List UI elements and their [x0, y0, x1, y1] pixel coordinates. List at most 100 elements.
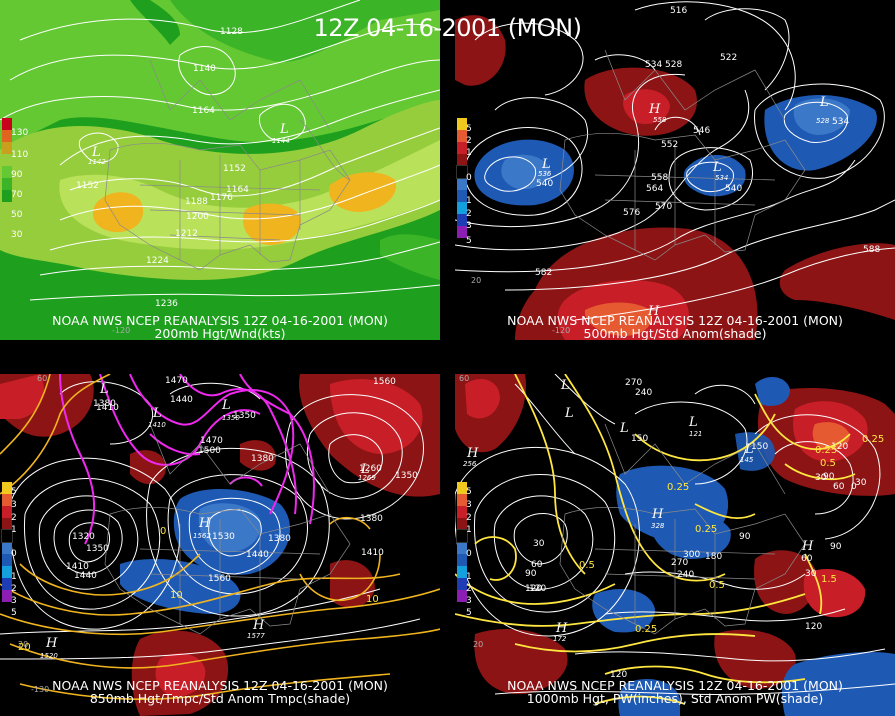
low-center-symbol: L — [689, 415, 698, 430]
legend-swatch — [456, 529, 468, 543]
legend-label: 5 — [11, 608, 17, 618]
contour-label: 60 — [833, 482, 845, 492]
contour-label: 540 — [725, 184, 743, 194]
contour-label: 1200 — [186, 212, 209, 222]
contour-label: 1152 — [223, 164, 246, 174]
panel-caption-field: 500mb Hgt/Std Anom(shade) — [583, 326, 767, 341]
isotherm-label: 10 — [366, 594, 379, 605]
contour-label: 1560 — [208, 574, 231, 584]
contour-label: 90 — [823, 472, 835, 482]
legend-swatch — [457, 118, 467, 130]
map-500mb — [455, 0, 895, 340]
legend-swatch — [2, 154, 12, 166]
contour-label: 90 — [739, 532, 751, 542]
high-center-symbol: H — [253, 618, 265, 633]
contour-label: 1188 — [185, 197, 208, 207]
legend-swatch — [457, 130, 467, 142]
contour-label: 270 — [671, 558, 689, 568]
legend-swatch — [457, 506, 467, 518]
contour-label: 1440 — [170, 395, 193, 405]
contour-label: 1470 — [200, 436, 223, 446]
legend-label: 1 — [11, 572, 17, 582]
contour-label: 1530 — [212, 532, 235, 542]
legend-swatch — [456, 165, 468, 179]
low-center-value: 145 — [740, 456, 754, 464]
contour-label: 150 — [631, 434, 649, 444]
legend-swatch — [2, 190, 12, 202]
contour-label: 1440 — [74, 571, 97, 581]
low-center-symbol: L — [620, 421, 629, 436]
legend-label: 2 — [11, 513, 17, 523]
high-center-symbol: H — [556, 621, 568, 636]
latitude-label: 60 — [459, 374, 470, 383]
high-center-symbol: H — [648, 304, 660, 319]
panel-1000mb-height-pw: 5 3 2 1 0 1 2 3 5 L L L L 121 H 328 H 25… — [455, 374, 895, 716]
contour-label: 570 — [655, 202, 673, 212]
pw-contour-label: 0.25 — [695, 524, 718, 535]
pw-contour-label: 0.25 — [635, 624, 658, 635]
legend-swatch — [457, 154, 467, 166]
contour-label: 558 — [651, 173, 669, 183]
legend-label: 5 — [466, 608, 472, 618]
latitude-label: 60 — [37, 374, 48, 383]
pw-contour-label: 0.25 — [862, 434, 885, 445]
high-center-symbol: H — [652, 507, 664, 522]
panel-200mb-height-wind: 130 110 90 70 50 30 L 1142 L 1144 1128 1… — [0, 0, 440, 340]
contour-label: 1410 — [96, 403, 119, 413]
low-center-symbol: L — [565, 406, 574, 421]
contour-label: 1440 — [246, 550, 269, 560]
legend-swatch — [457, 590, 467, 602]
legend-label: 2 — [466, 513, 472, 523]
contour-label: 576 — [623, 208, 641, 218]
low-center-symbol: L — [222, 398, 231, 413]
panel-500mb-height-anomaly: 5 2 1 0 1 2 3 5 H 558 L 536 L 534 L 528 … — [455, 0, 895, 340]
figure-title: 12Z 04-16-2001 (MON) — [313, 14, 583, 42]
low-center-value: 121 — [689, 430, 703, 438]
legend-label: 3 — [11, 596, 17, 606]
low-center-symbol: L — [820, 95, 829, 110]
legend-swatch — [2, 118, 12, 130]
contour-label: 30 — [815, 473, 827, 483]
legend-label: 5 — [11, 487, 17, 497]
low-center-value: 534 — [715, 174, 729, 182]
contour-label: 1500 — [198, 446, 221, 456]
contour-label: 120 — [529, 584, 547, 594]
legend-label: 1 — [11, 525, 17, 535]
contour-label: 552 — [661, 140, 679, 150]
contour-label: 528 — [665, 60, 683, 70]
pw-contour-label: 0.5 — [820, 458, 836, 469]
contour-label: 1128 — [220, 27, 243, 37]
legend-label: 5 — [466, 487, 472, 497]
legend-label: 2 — [11, 584, 17, 594]
legend-label: 1 — [466, 196, 472, 206]
legend-swatch — [2, 566, 12, 578]
contour-label: 1470 — [165, 376, 188, 386]
contour-label: 60 — [531, 560, 543, 570]
low-center-value: 1410 — [148, 421, 166, 429]
legend-label: 70 — [11, 190, 23, 200]
legend-label: 0 — [466, 549, 472, 559]
legend-swatch — [457, 566, 467, 578]
legend-swatch — [2, 130, 12, 142]
isotherm-label: 20 — [18, 642, 31, 653]
legend-swatch — [457, 542, 467, 554]
low-center-value: 1269 — [358, 474, 376, 482]
map-850mb — [0, 374, 440, 716]
legend-swatch — [2, 142, 12, 154]
panel-caption-source: NOAA NWS NCEP REANALYSIS 12Z 04-16-2001 … — [52, 678, 388, 693]
legend-label: 3 — [466, 221, 472, 231]
contour-label: 1212 — [175, 229, 198, 239]
isotherm-label: 0 — [160, 526, 167, 537]
contour-label: 1176 — [210, 193, 233, 203]
latitude-label: 20 — [471, 276, 482, 285]
contour-label: 0 — [851, 482, 857, 492]
legend-swatch — [457, 178, 467, 190]
latitude-label: 20 — [473, 640, 484, 649]
legend-label: 2 — [466, 136, 472, 146]
panel-caption-source: NOAA NWS NCEP REANALYSIS 12Z 04-16-2001 … — [507, 678, 843, 693]
legend-label: 2 — [466, 209, 472, 219]
contour-label: 588 — [863, 245, 881, 255]
low-center-symbol: L — [92, 145, 101, 160]
legend-label: 0 — [11, 549, 17, 559]
contour-label: 582 — [535, 268, 553, 278]
